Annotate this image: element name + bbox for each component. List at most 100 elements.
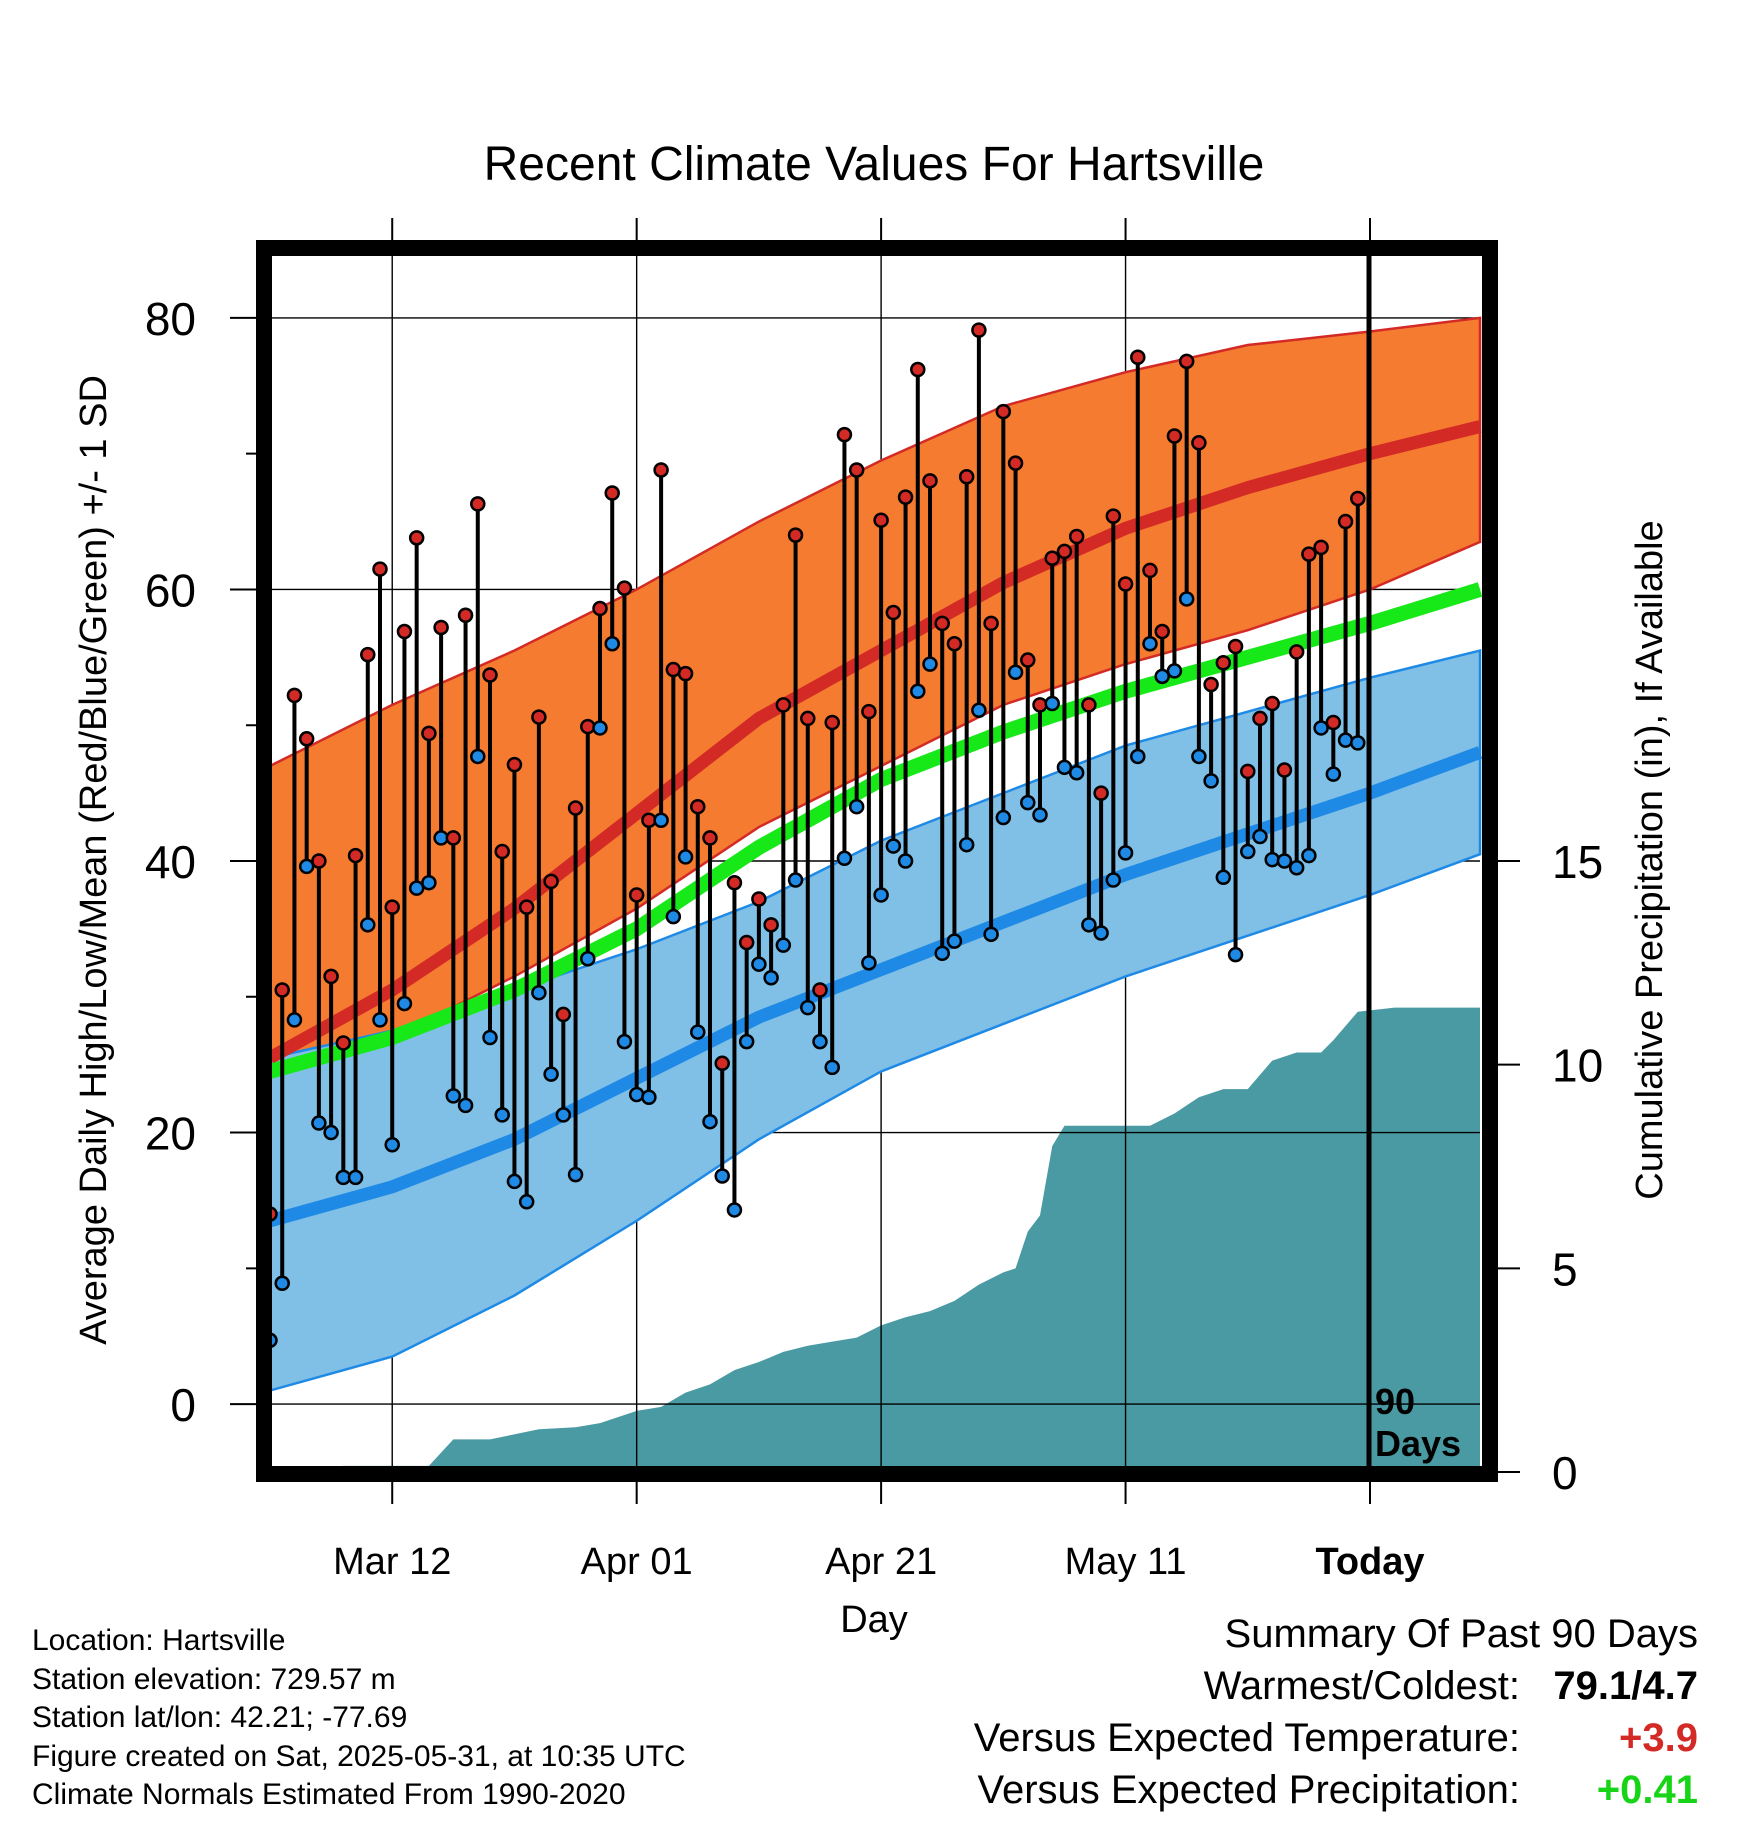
obs-low-1 (274, 1275, 290, 1292)
normals-line: Climate Normals Estimated From 1990-2020 (32, 1778, 626, 1811)
obs-low-8 (360, 917, 376, 933)
obs-high-7 (347, 847, 364, 864)
obs-high-52 (897, 489, 914, 505)
obs-low-33 (665, 908, 682, 925)
obs-low-21 (518, 1194, 535, 1210)
obs-low-57 (958, 836, 975, 853)
x-tick-label-0: Mar 12 (333, 1541, 451, 1583)
y2-tick-label-3: 15 (1552, 836, 1603, 888)
obs-high-86 (1313, 539, 1329, 556)
obs-low-2 (286, 1012, 303, 1028)
obs-low-9 (372, 1012, 388, 1028)
obs-low-31 (641, 1089, 657, 1106)
obs-high-17 (470, 496, 486, 512)
obs-low-28 (604, 636, 620, 652)
obs-low-67 (1081, 917, 1097, 933)
obs-low-78 (1215, 869, 1232, 886)
obs-low-13 (421, 874, 437, 891)
temp-value: +3.9 (1619, 1716, 1698, 1760)
obs-low-43 (787, 872, 804, 888)
obs-low-85 (1301, 847, 1317, 864)
obs-high-40 (751, 891, 767, 907)
precipitation-area-group (270, 1007, 1480, 1472)
obs-low-65 (1056, 759, 1073, 776)
obs-high-22 (531, 709, 547, 725)
obs-low-17 (470, 748, 486, 765)
obs-high-85 (1301, 546, 1317, 562)
observations (264, 322, 1366, 1349)
obs-high-14 (433, 619, 449, 636)
x-axis-label: Day (840, 1599, 908, 1641)
obs-high-21 (518, 899, 535, 915)
obs-high-49 (861, 703, 877, 720)
obs-high-82 (1264, 695, 1280, 712)
obs-low-70 (1117, 845, 1134, 861)
obs-low-29 (616, 1033, 633, 1050)
obs-high-37 (714, 1055, 730, 1072)
obs-high-43 (787, 527, 804, 543)
station-info: Location: Hartsville Station elevation: … (32, 1622, 686, 1815)
plot-frame (256, 240, 1498, 1482)
obs-high-46 (824, 714, 840, 731)
obs-high-58 (971, 322, 987, 338)
x-tick-label-1: Apr 01 (581, 1541, 693, 1583)
obs-low-54 (922, 656, 938, 672)
obs-high-59 (983, 615, 999, 632)
obs-high-78 (1215, 655, 1232, 671)
obs-high-24 (555, 1006, 572, 1023)
latlon-line: Station lat/lon: 42.21; -77.69 (32, 1701, 408, 1734)
temp-label: Versus Expected Temperature: (973, 1716, 1520, 1760)
obs-low-79 (1227, 946, 1244, 963)
y-tick-label-4: 80 (145, 293, 196, 345)
obs-high-64 (1044, 550, 1060, 566)
obs-low-55 (934, 945, 950, 962)
y2-axis-label: Cumulative Precipitation (in), If Availa… (1629, 520, 1671, 1199)
obs-low-77 (1203, 773, 1219, 789)
obs-low-88 (1337, 732, 1354, 748)
obs-low-20 (506, 1173, 523, 1190)
obs-high-61 (1007, 455, 1024, 471)
obs-high-50 (873, 512, 889, 528)
obs-high-13 (421, 725, 437, 742)
obs-low-49 (861, 955, 877, 971)
obs-low-12 (408, 880, 425, 896)
obs-low-48 (848, 798, 865, 815)
obs-low-53 (910, 683, 926, 700)
obs-low-41 (763, 970, 779, 986)
obs-low-63 (1032, 807, 1048, 823)
obs-high-83 (1276, 762, 1293, 778)
obs-low-68 (1093, 925, 1109, 941)
chart-title: Recent Climate Values For Hartsville (484, 138, 1265, 191)
obs-low-18 (482, 1029, 498, 1046)
obs-low-5 (323, 1124, 339, 1141)
obs-high-15 (445, 830, 462, 846)
obs-low-69 (1105, 872, 1122, 888)
obs-low-51 (885, 838, 902, 854)
summary-panel: Summary Of Past 90 Days Warmest/Coldest:… (974, 1612, 1698, 1820)
warmest-value: 79.1/4.7 (1553, 1664, 1698, 1708)
obs-low-27 (592, 720, 608, 736)
obs-low-76 (1191, 748, 1207, 765)
obs-high-39 (738, 934, 755, 951)
precip-label: Versus Expected Precipitation: (977, 1768, 1520, 1812)
obs-low-61 (1007, 664, 1024, 681)
obs-low-36 (702, 1113, 718, 1130)
obs-low-46 (824, 1059, 840, 1076)
obs-low-66 (1068, 764, 1085, 781)
obs-low-22 (531, 984, 547, 1001)
obs-high-51 (885, 604, 902, 621)
obs-high-81 (1252, 710, 1268, 727)
obs-high-27 (592, 600, 608, 617)
obs-low-62 (1020, 794, 1036, 811)
obs-low-37 (714, 1168, 730, 1184)
obs-high-44 (800, 710, 816, 727)
obs-high-4 (311, 853, 327, 869)
obs-low-40 (751, 956, 767, 972)
obs-high-35 (690, 798, 706, 815)
obs-low-50 (873, 887, 889, 903)
plot-area (264, 250, 1483, 1472)
obs-low-80 (1240, 843, 1256, 860)
y-tick-label-3: 60 (145, 564, 196, 616)
precip-area (270, 1007, 1480, 1472)
obs-low-81 (1252, 828, 1268, 845)
